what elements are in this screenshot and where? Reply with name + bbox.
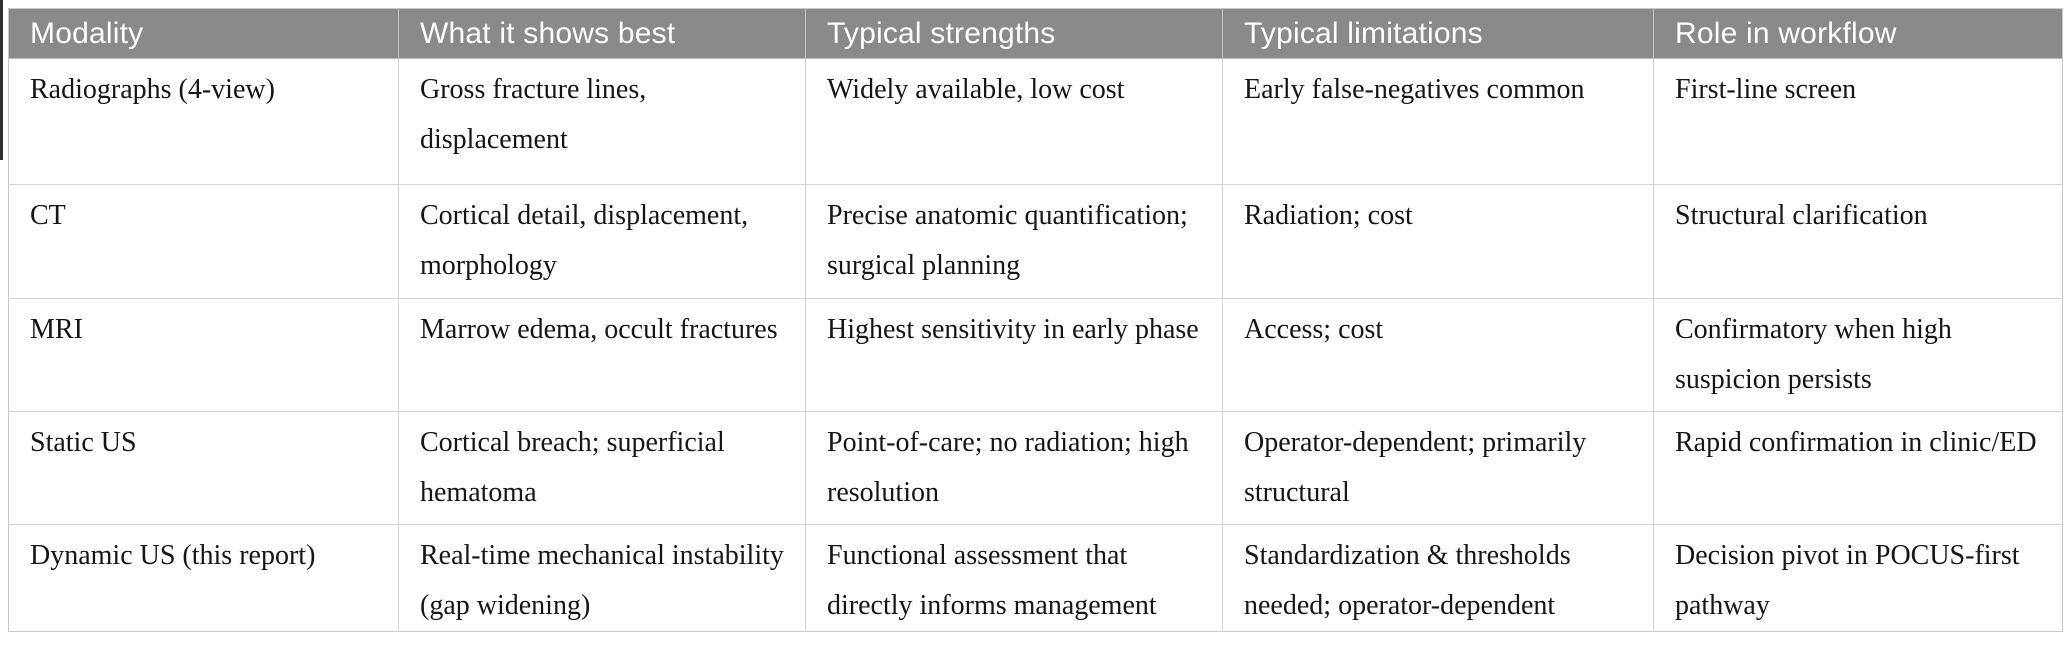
column-header-typical-strengths: Typical strengths (805, 8, 1223, 59)
cell-shows-best: Real-time mechanical instability (gap wi… (398, 524, 806, 632)
cell-modality: CT (8, 184, 399, 299)
table-row-radiographs: Radiographs (4-view) Gross fracture line… (8, 58, 2063, 185)
cell-role: Confirmatory when high suspicion persist… (1653, 298, 2063, 412)
left-edge-line (0, 0, 3, 160)
cell-limitations: Operator-dependent; primarily structural (1222, 411, 1654, 525)
column-header-typical-limitations: Typical limitations (1222, 8, 1654, 59)
cell-shows-best: Cortical detail, displacement, morpholog… (398, 184, 806, 299)
cell-shows-best: Gross fracture lines, displacement (398, 58, 806, 185)
header-row: Modality What it shows best Typical stre… (8, 8, 2063, 59)
column-header-role-in-workflow: Role in workflow (1653, 8, 2063, 59)
cell-modality: Static US (8, 411, 399, 525)
table-row-mri: MRI Marrow edema, occult fractures Highe… (8, 298, 2063, 412)
modality-comparison-table: Modality What it shows best Typical stre… (8, 8, 2063, 632)
column-header-modality: Modality (8, 8, 399, 59)
cell-shows-best: Cortical breach; superficial hematoma (398, 411, 806, 525)
column-header-what-it-shows-best: What it shows best (398, 8, 806, 59)
cell-strengths: Precise anatomic quantification; surgica… (805, 184, 1223, 299)
cell-limitations: Early false-negatives common (1222, 58, 1654, 185)
table-row-dynamic-us: Dynamic US (this report) Real-time mecha… (8, 524, 2063, 632)
cell-role: First-line screen (1653, 58, 2063, 185)
cell-strengths: Widely available, low cost (805, 58, 1223, 185)
cell-limitations: Standardization & thresholds needed; ope… (1222, 524, 1654, 632)
cell-modality: Radiographs (4-view) (8, 58, 399, 185)
cell-role: Structural clarification (1653, 184, 2063, 299)
table-row-static-us: Static US Cortical breach; superficial h… (8, 411, 2063, 525)
cell-limitations: Radiation; cost (1222, 184, 1654, 299)
cell-strengths: Functional assessment that directly info… (805, 524, 1223, 632)
cell-modality: Dynamic US (this report) (8, 524, 399, 632)
table-row-ct: CT Cortical detail, displacement, morpho… (8, 184, 2063, 299)
cell-modality: MRI (8, 298, 399, 412)
cell-limitations: Access; cost (1222, 298, 1654, 412)
cell-shows-best: Marrow edema, occult fractures (398, 298, 806, 412)
cell-strengths: Highest sensitivity in early phase (805, 298, 1223, 412)
cell-strengths: Point-of-care; no radiation; high resolu… (805, 411, 1223, 525)
cell-role: Decision pivot in POCUS-first pathway (1653, 524, 2063, 632)
cell-role: Rapid confirmation in clinic/​ED (1653, 411, 2063, 525)
